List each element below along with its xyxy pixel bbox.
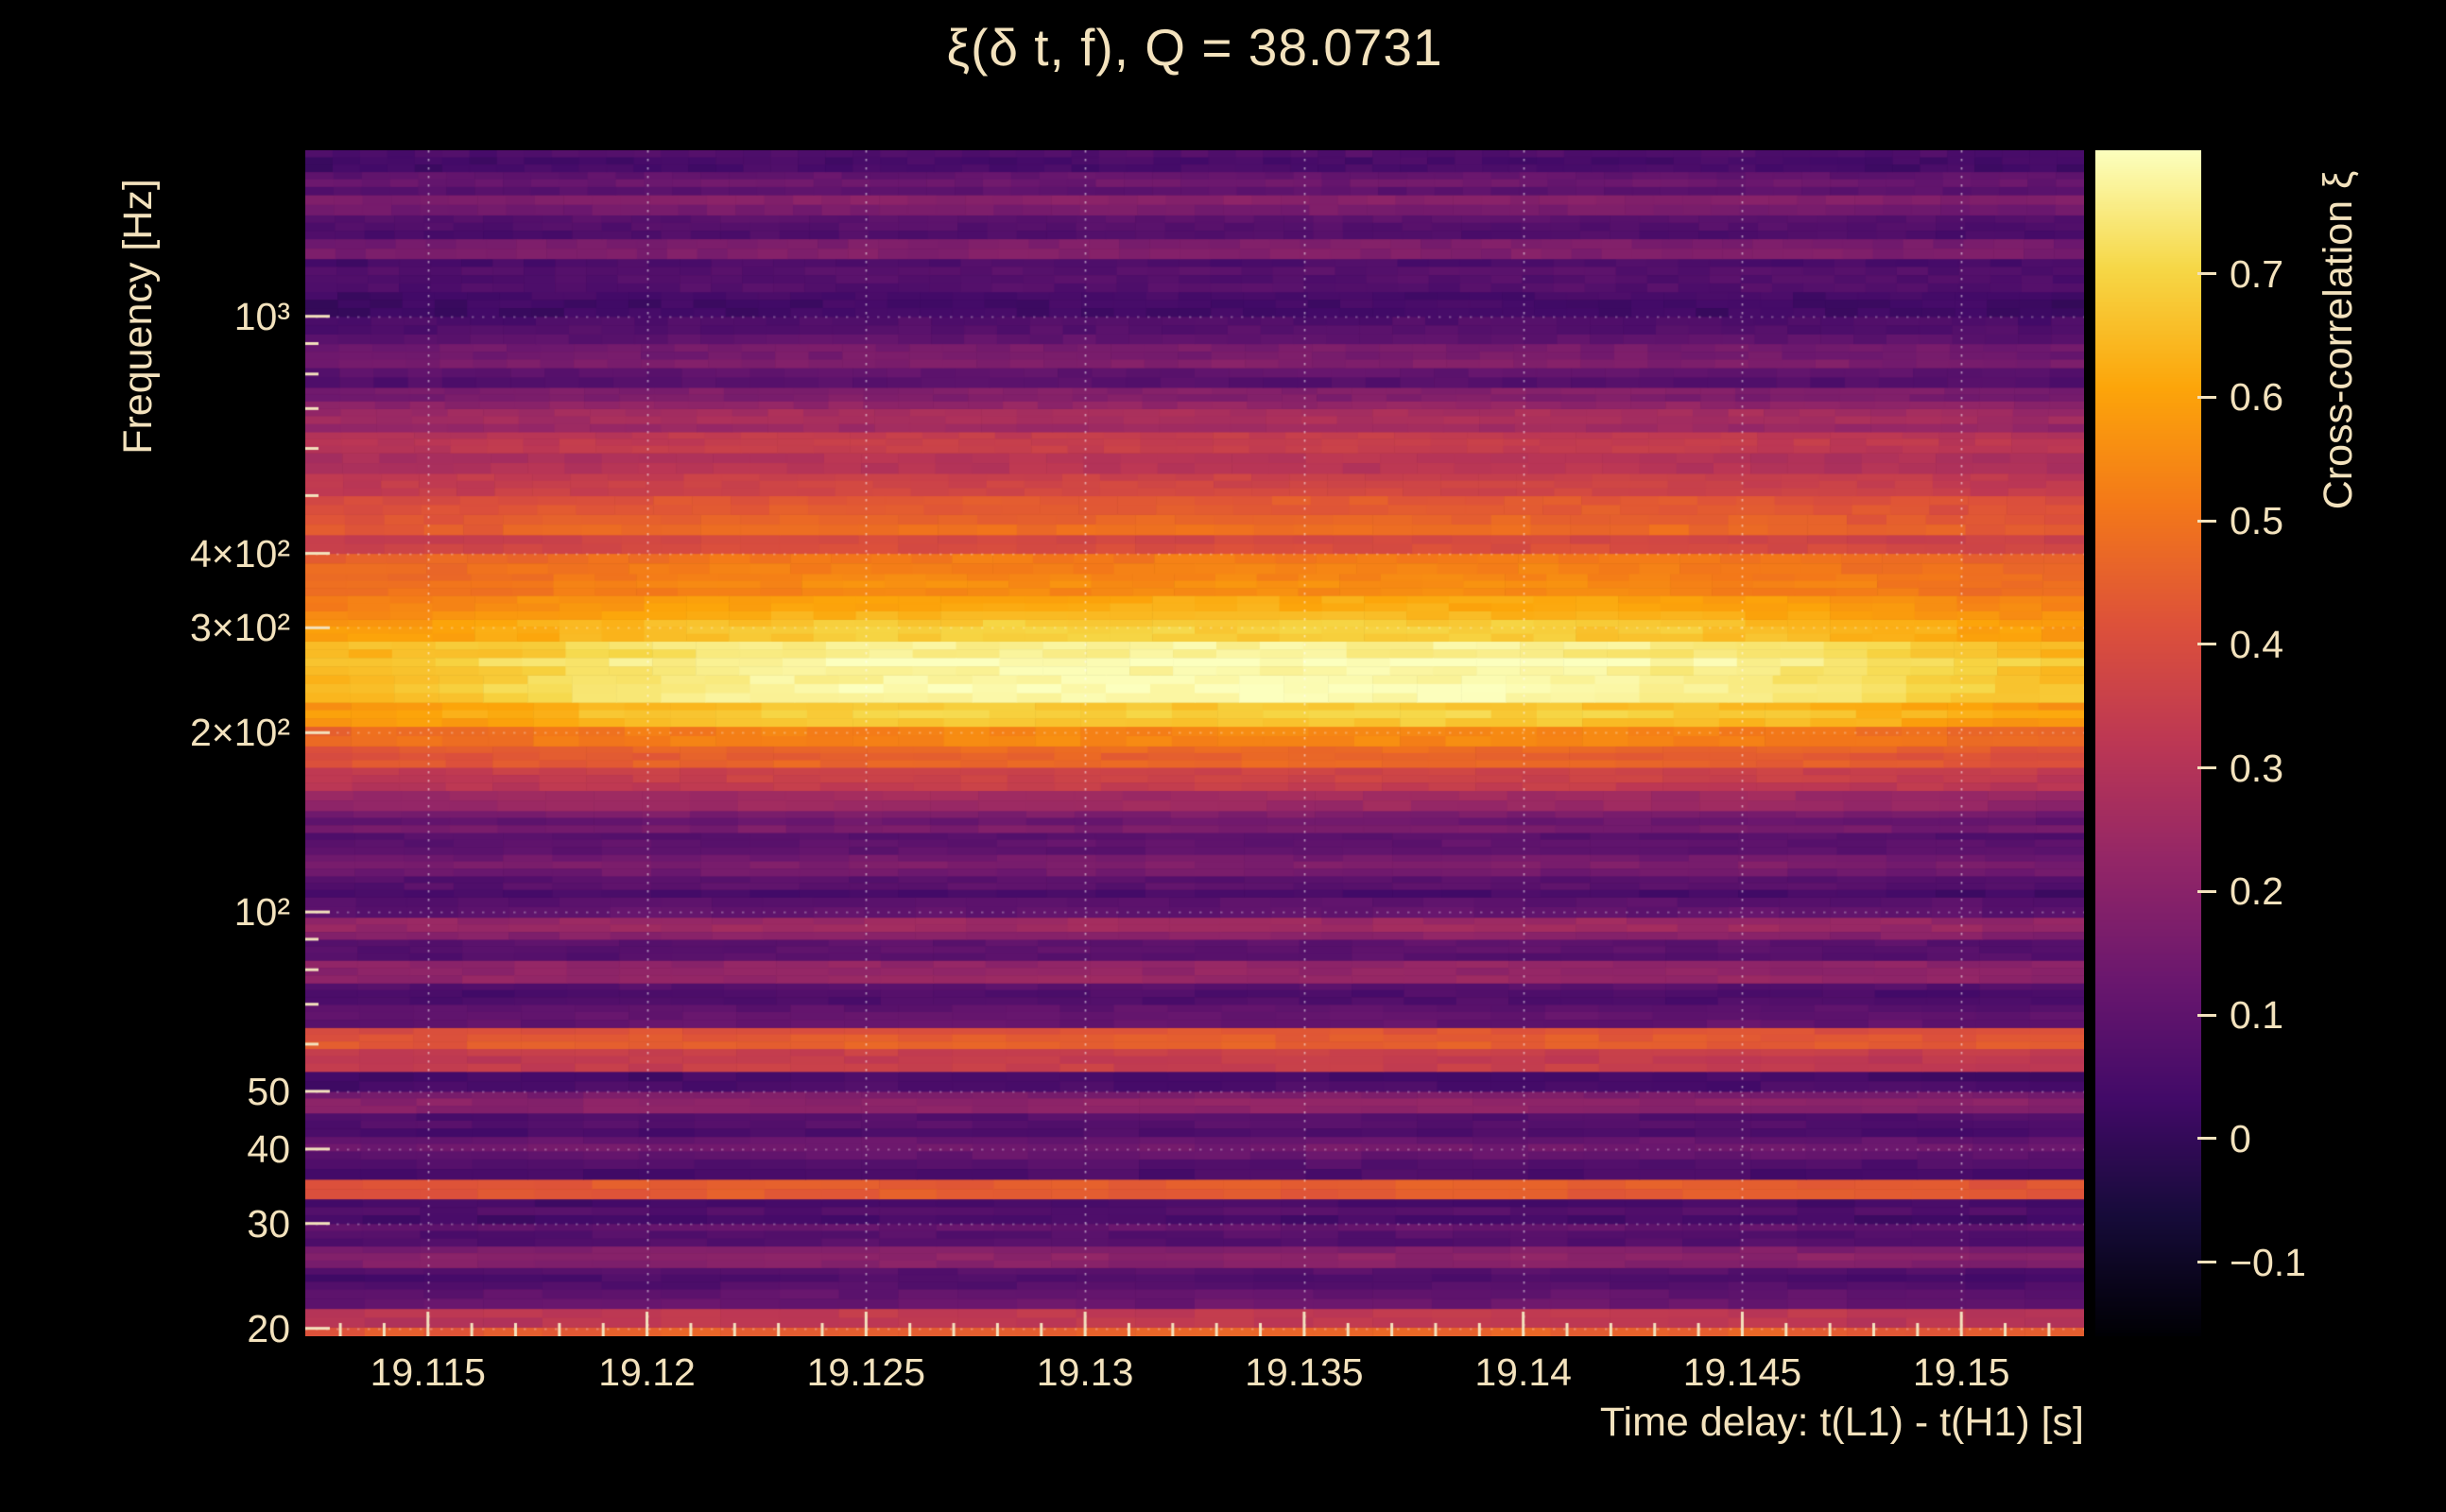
x-tick-label: 19.12 [598,1350,696,1394]
colorbar-tick-label: 0.6 [2230,375,2283,420]
y-tick-label: 4×10² [189,531,290,576]
colorbar-tick-label: 0.3 [2230,746,2283,790]
colorbar-tick-mark [2197,1261,2216,1264]
colorbar-tick-mark [2197,519,2216,523]
colorbar-tick-label: 0.4 [2230,622,2283,666]
y-tick-label: 3×10² [189,606,290,650]
colorbar-tick-label: 0.2 [2230,869,2283,914]
colorbar-tick-label: −0.1 [2230,1240,2306,1284]
colorbar-tick-mark [2197,643,2216,646]
colorbar-tick-mark [2197,1013,2216,1017]
x-tick-label: 19.13 [1036,1350,1134,1394]
colorbar-tick-label: 0.1 [2230,993,2283,1038]
y-tick-label: 50 [247,1069,290,1113]
chart-title: ξ(δ t, f), Q = 38.0731 [946,18,1443,77]
y-tick-label: 30 [247,1201,290,1246]
y-tick-label: 10² [233,890,290,935]
x-tick-label: 19.135 [1245,1350,1364,1394]
x-tick-label: 19.115 [370,1350,486,1394]
y-tick-label: 40 [247,1126,290,1171]
x-tick-label: 19.145 [1682,1350,1802,1394]
colorbar-tick-label: 0 [2230,1116,2251,1160]
colorbar-tick-label: 0.5 [2230,499,2283,543]
heatmap-canvas [305,150,2084,1336]
colorbar-tick-mark [2197,766,2216,770]
x-axis-title: Time delay: t(L1) - t(H1) [s] [1599,1400,2084,1445]
colorbar-tick-label: 0.7 [2230,251,2283,296]
colorbar-tick-mark [2197,1137,2216,1141]
colorbar-tick-mark [2197,395,2216,399]
y-tick-label: 10³ [233,294,290,338]
x-tick-label: 19.14 [1474,1350,1572,1394]
colorbar-tick-mark [2197,889,2216,893]
x-tick-label: 19.15 [1912,1350,2010,1394]
x-tick-label: 19.125 [806,1350,926,1394]
colorbar-canvas [2095,150,2201,1336]
colorbar-tick-mark [2197,272,2216,276]
y-tick-label: 2×10² [189,711,290,755]
y-tick-label: 20 [247,1306,290,1350]
